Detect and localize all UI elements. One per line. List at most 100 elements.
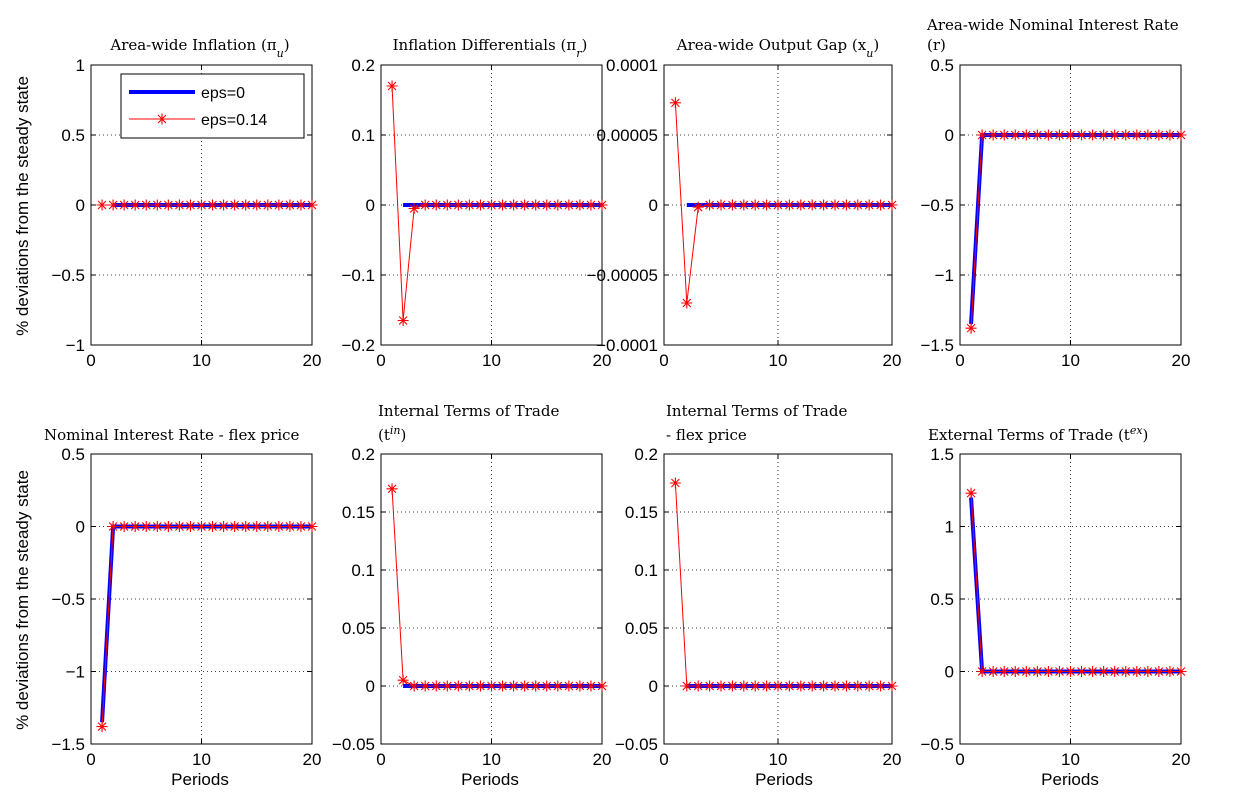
series-eps-014-point: [1142, 666, 1154, 677]
series-eps-014-point: [240, 199, 252, 211]
series-eps-014-point: [761, 680, 773, 692]
series-eps-014-point: [96, 199, 108, 211]
series-eps-014-line: [674, 482, 892, 687]
y-tick-label: −1.5: [51, 735, 85, 754]
x-tick-label: 20: [303, 351, 322, 370]
y-tick-label: 1.5: [930, 445, 954, 464]
y-tick-label: 0: [649, 677, 658, 696]
series-eps-014-point: [306, 521, 318, 532]
series-eps-014-point: [681, 680, 693, 692]
x-tick-label: 0: [86, 351, 95, 370]
series-eps-014-point: [772, 199, 784, 211]
series-eps-014-point: [1120, 666, 1132, 677]
series-eps-014-point: [1042, 666, 1054, 677]
y-tick-label: −0.5: [920, 196, 954, 215]
series-eps-014-point: [251, 199, 263, 211]
series-eps-014-point: [218, 199, 230, 211]
y-tick-label: −0.5: [920, 735, 954, 754]
y-tick-label: 0.2: [351, 445, 375, 464]
series-eps-014-point: [669, 477, 681, 489]
series-eps-014-point: [508, 680, 520, 692]
subplot-title: Area-wide Inflation (πu): [109, 36, 289, 60]
series-eps-014-point: [818, 199, 830, 211]
y-tick-label: 0: [76, 518, 85, 537]
series-eps-014-point: [875, 680, 887, 692]
series-eps-014-point: [463, 680, 475, 692]
series-eps-014-point: [829, 199, 841, 211]
series-eps-014-point: [749, 680, 761, 692]
series-eps-014-point: [452, 680, 464, 692]
series-eps-014-line: [970, 134, 1181, 329]
series-eps-014-point: [140, 199, 152, 211]
series-eps-014-point: [273, 199, 285, 211]
y-tick-label: 0.1: [351, 126, 375, 145]
x-tick-label: 0: [376, 750, 385, 769]
x-tick-label: 10: [1061, 750, 1080, 769]
series-eps-014-point: [852, 199, 864, 211]
series-eps-014-point: [795, 199, 807, 211]
series-eps-014-point: [1031, 129, 1043, 141]
series-eps-014-point: [1175, 129, 1187, 141]
series-eps-014-point: [1087, 129, 1099, 141]
series-eps-014-point: [151, 199, 163, 211]
series-eps-014-point: [1109, 666, 1121, 677]
x-tick-label: 20: [1172, 750, 1191, 769]
series-eps-014-point: [563, 680, 575, 692]
series-eps-014-point: [783, 199, 795, 211]
series-eps-014-point: [704, 199, 716, 211]
series-eps-014-point: [596, 680, 608, 692]
y-tick-label: −0.05: [615, 735, 658, 754]
x-tick-label: 10: [192, 750, 211, 769]
series-eps-014-point: [965, 487, 977, 499]
series-eps-014-point: [508, 199, 520, 211]
series-eps-014-point: [419, 680, 431, 692]
series-eps-0-line: [969, 133, 1181, 325]
series-eps-014-point: [397, 674, 409, 686]
series-eps-0-line: [100, 524, 312, 723]
series-eps-014-point: [772, 680, 784, 692]
series-eps-014-point: [530, 199, 542, 211]
series-eps-014-point: [829, 680, 841, 692]
series-eps-014-point: [976, 129, 988, 141]
series-eps-014-point: [184, 521, 196, 532]
series-eps-014-point: [669, 97, 681, 109]
series-eps-014-point: [886, 680, 898, 692]
y-tick-label: −1: [66, 336, 85, 355]
series-eps-014-point: [852, 680, 864, 692]
x-tick-label: 20: [883, 351, 902, 370]
y-tick-label: 0.15: [625, 503, 658, 522]
series-eps-014-point: [987, 129, 999, 141]
subplot-title: Area-wide Nominal Interest Rate: [926, 16, 1179, 34]
series-eps-014-point: [987, 666, 999, 677]
series-eps-014-point: [441, 680, 453, 692]
x-tick-label: 10: [769, 351, 788, 370]
series-eps-014-point: [998, 129, 1010, 141]
series-eps-014-point: [486, 199, 497, 211]
subplot-title: Internal Terms of Trade: [666, 402, 847, 420]
series-eps-014-point: [998, 666, 1010, 677]
series-eps-014-point: [1065, 666, 1076, 677]
legend: eps=0 eps=0.14: [120, 73, 305, 139]
y-tick-label: 1: [945, 518, 954, 537]
series-eps-014-point: [1020, 129, 1032, 141]
series-eps-014-point: [692, 680, 704, 692]
series-eps-014-point: [118, 521, 130, 532]
series-eps-014-point: [251, 521, 263, 532]
x-axis-label-2: Periods: [461, 770, 519, 789]
series-eps-014-point: [1076, 666, 1088, 677]
series-eps-014-point: [1142, 129, 1154, 141]
series-eps-014-point: [1120, 129, 1132, 141]
subplot-title: Area-wide Output Gap (xu): [676, 36, 879, 60]
series-eps-014-point: [129, 521, 141, 532]
subplot-2: 0 10 20 0.2 0.1 0 −0.1 −0.2 Inflation Differenti…: [341, 36, 611, 370]
series-eps-014-point: [1053, 666, 1065, 677]
series-eps-014-point: [541, 680, 553, 692]
series-eps-014-point: [284, 199, 296, 211]
series-eps-0-line: [969, 497, 1181, 674]
subplot-title: (tin): [378, 424, 406, 445]
series-eps-014-point: [795, 680, 807, 692]
